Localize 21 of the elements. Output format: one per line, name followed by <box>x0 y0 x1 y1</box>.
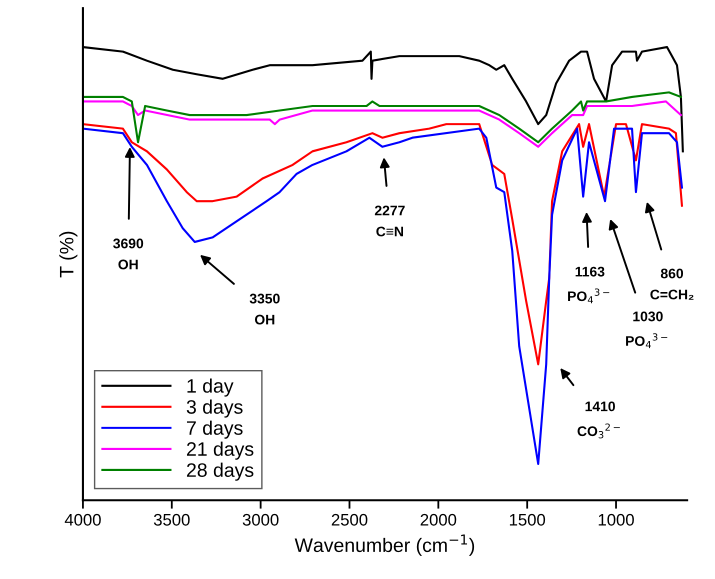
legend-label: 7 days <box>186 420 243 439</box>
annotation: 860 C=CH₂ <box>650 268 694 300</box>
x-tick-label: 3000 <box>242 514 279 526</box>
legend-label: 1 day <box>187 378 234 397</box>
y-axis-title: T (%) <box>59 232 78 278</box>
x-tick-label: 1500 <box>510 514 546 526</box>
x-tick-label: 2500 <box>332 514 368 526</box>
x-tick-label: 2000 <box>420 514 456 526</box>
legend-label: 28 days <box>186 462 254 481</box>
x-tick-label: 4000 <box>64 514 101 526</box>
annotation: 3350 OH <box>250 294 280 325</box>
annotation: 1410 CO$_{3}$$^{2−}$ <box>578 401 620 438</box>
annotation: 1163 PO$_{4}$$^{3−}$ <box>568 266 610 304</box>
x-axis-title: Wavenumber (cm$^{−1}$) <box>294 534 474 556</box>
x-tick-label: 1000 <box>598 514 634 526</box>
annotation: 1030 PO$_{4}$$^{3−}$ <box>626 312 668 348</box>
annotation: 3690 OH <box>113 238 144 270</box>
annotation: 2277 C≡N <box>374 206 405 236</box>
legend-label: 21 days <box>186 442 254 460</box>
x-tick-label: 3500 <box>154 514 190 526</box>
legend-label: 3 days <box>186 400 243 418</box>
